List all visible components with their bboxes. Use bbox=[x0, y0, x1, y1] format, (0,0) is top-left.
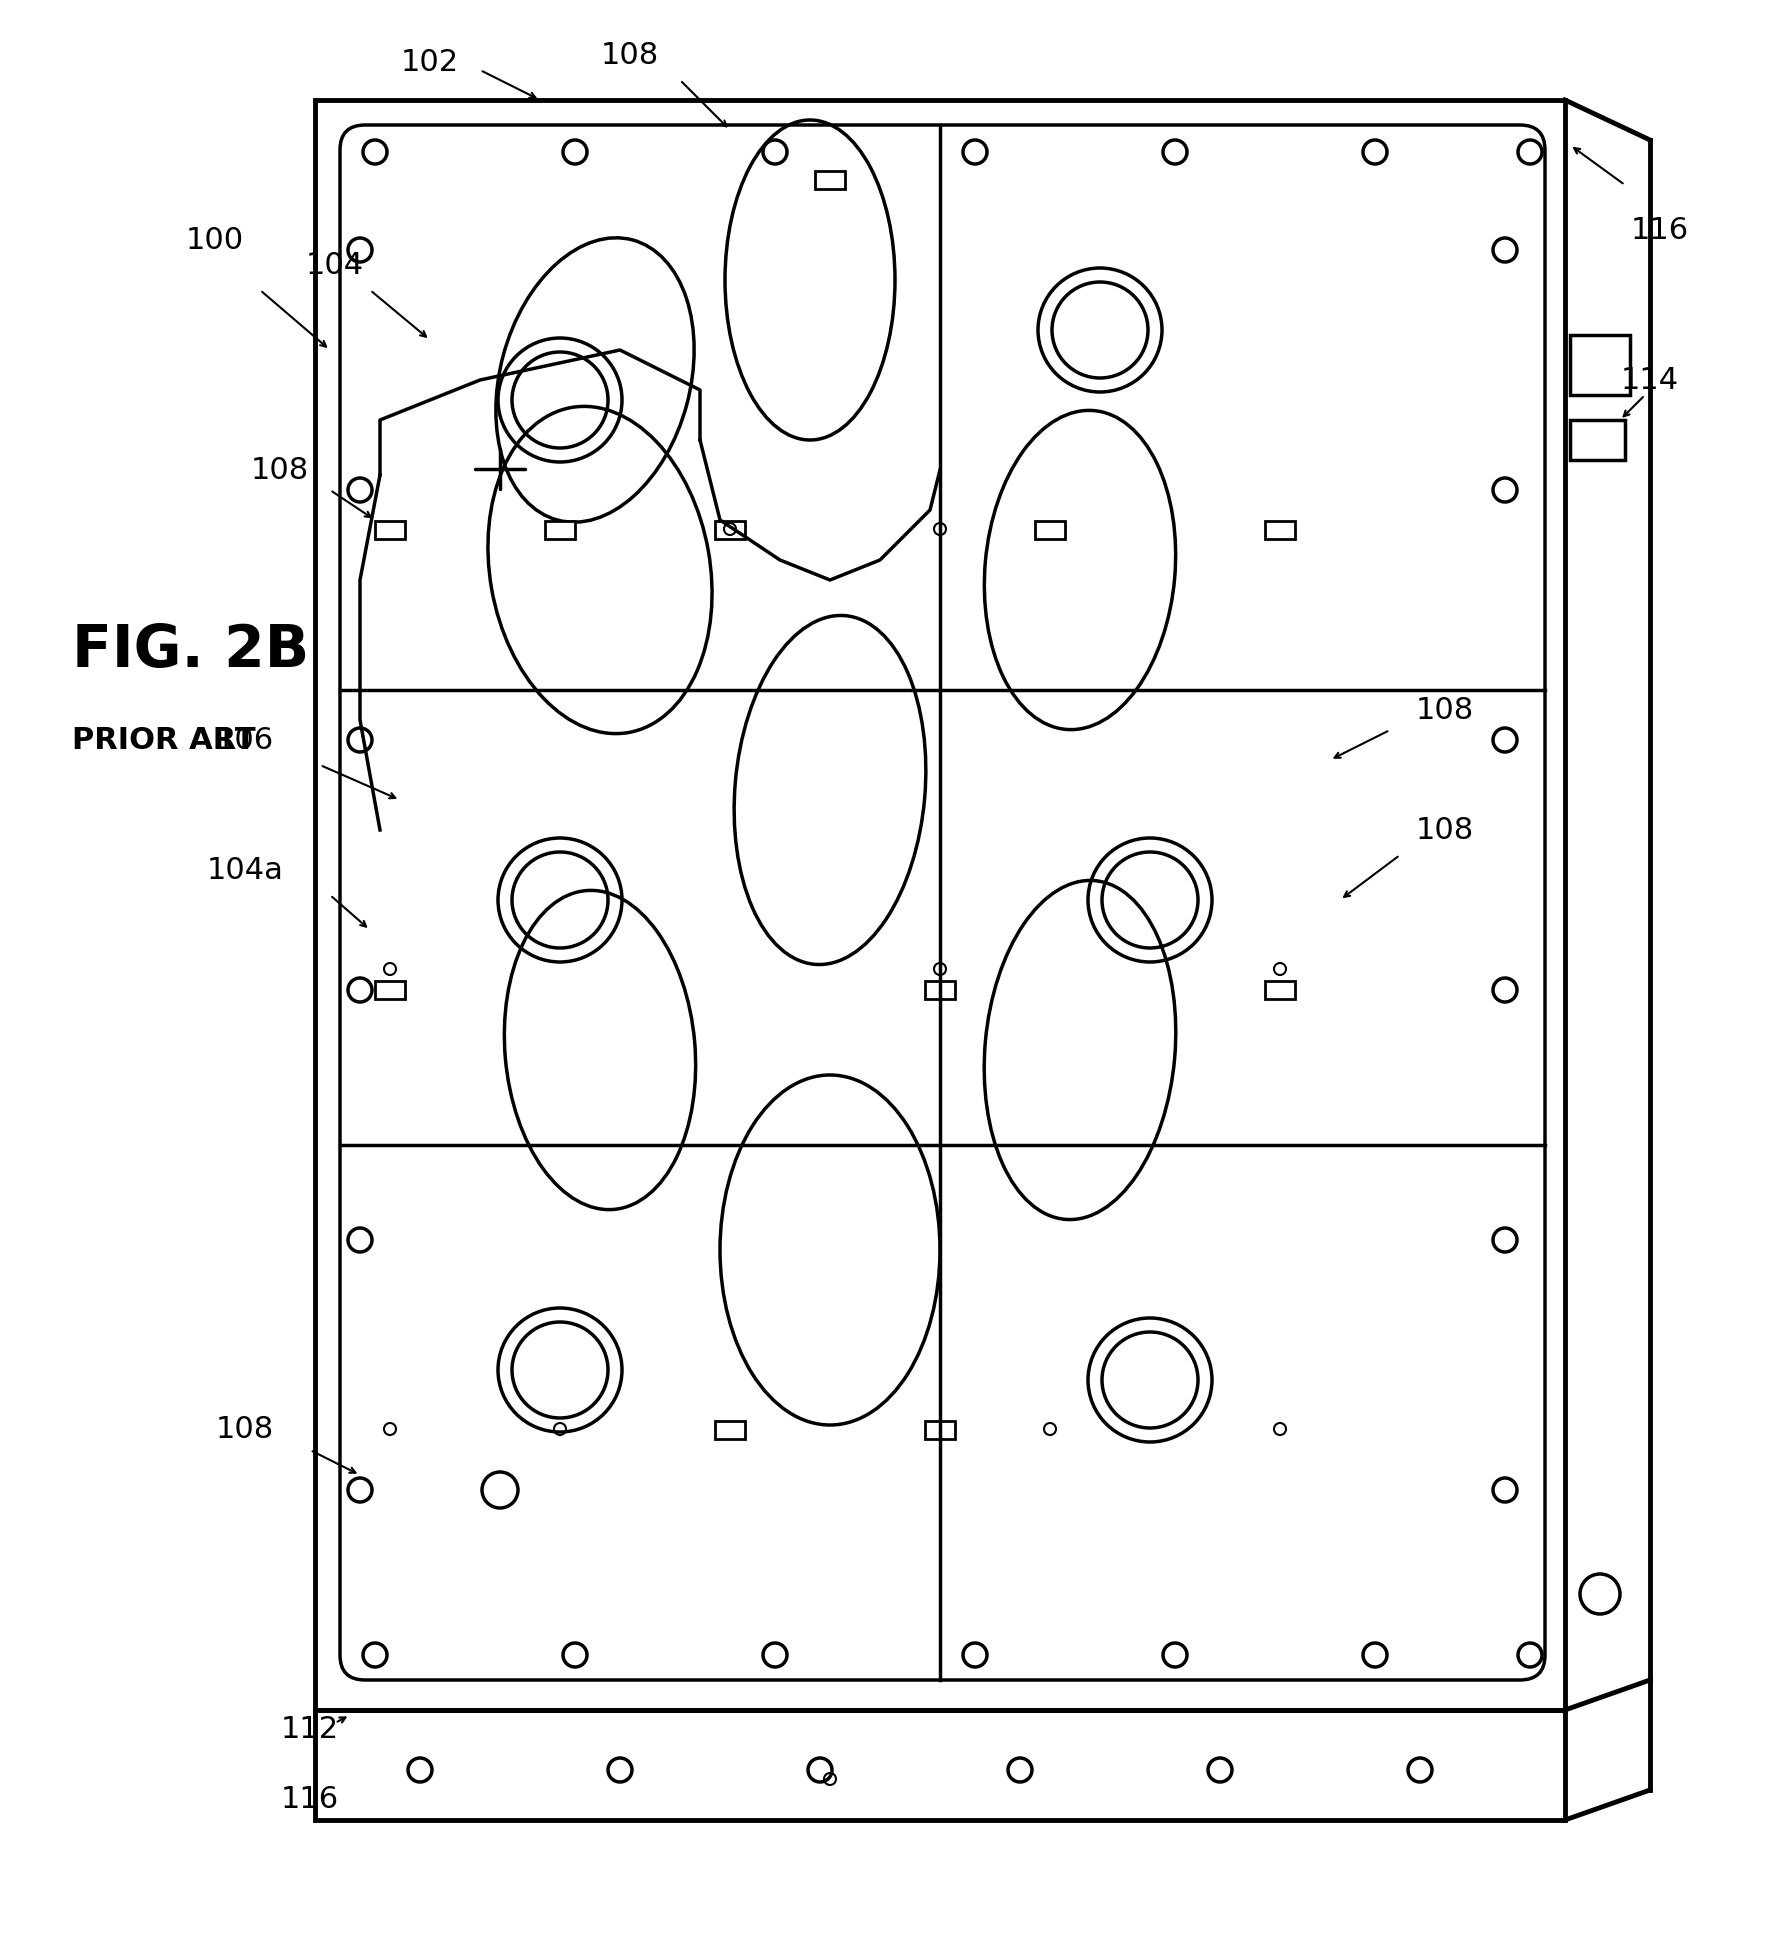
Bar bbox=[374, 981, 405, 999]
Bar bbox=[315, 1710, 1565, 1820]
Bar bbox=[1264, 521, 1295, 539]
Text: 108: 108 bbox=[600, 41, 659, 69]
Bar bbox=[924, 981, 955, 999]
Text: 104a: 104a bbox=[206, 856, 283, 885]
Bar bbox=[374, 521, 405, 539]
Text: 100: 100 bbox=[186, 225, 244, 255]
Text: 108: 108 bbox=[1417, 695, 1474, 725]
Text: 116: 116 bbox=[1632, 215, 1689, 245]
Text: 102: 102 bbox=[401, 47, 458, 76]
Text: 108: 108 bbox=[251, 456, 310, 484]
Bar bbox=[1264, 981, 1295, 999]
Text: 106: 106 bbox=[217, 725, 274, 754]
Text: 104: 104 bbox=[306, 251, 364, 280]
Bar bbox=[1571, 335, 1630, 396]
Bar bbox=[924, 1420, 955, 1440]
Bar bbox=[1035, 521, 1066, 539]
Text: FIG. 2B: FIG. 2B bbox=[72, 621, 310, 678]
Text: 116: 116 bbox=[281, 1785, 338, 1814]
Bar bbox=[815, 170, 845, 188]
Text: 108: 108 bbox=[217, 1416, 274, 1444]
Text: 112: 112 bbox=[281, 1716, 338, 1745]
Bar bbox=[315, 100, 1565, 1710]
Text: 114: 114 bbox=[1621, 366, 1678, 394]
Text: PRIOR ART: PRIOR ART bbox=[72, 725, 256, 754]
Bar bbox=[1571, 419, 1624, 460]
Bar bbox=[544, 521, 575, 539]
Bar bbox=[715, 1420, 745, 1440]
Bar bbox=[715, 521, 745, 539]
Text: 108: 108 bbox=[1417, 815, 1474, 844]
